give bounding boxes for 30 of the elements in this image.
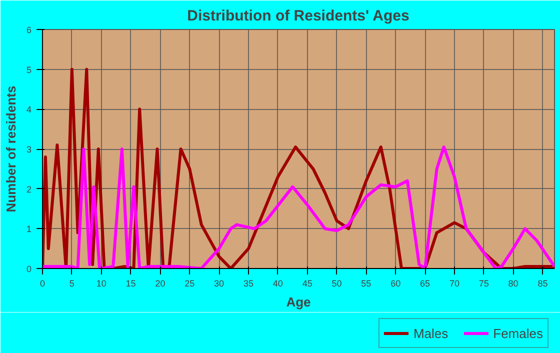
y-tick-label: 6 [26, 25, 32, 35]
x-tick-label: 45 [302, 278, 312, 288]
x-tick-label: 0 [40, 278, 46, 288]
legend-label: Females [493, 326, 543, 340]
x-tick-label: 55 [361, 278, 372, 288]
x-tick-label: 65 [420, 278, 430, 288]
y-tick-label: 4 [26, 104, 32, 115]
x-tick-label: 25 [184, 278, 195, 288]
x-axis-title: Age [286, 294, 311, 310]
y-tick-label: 2 [26, 184, 32, 194]
x-tick-label: 5 [69, 278, 74, 288]
y-axis-title: Number of residents [3, 86, 18, 212]
x-tick-label: 20 [155, 278, 166, 288]
y-tick-label: 3 [26, 144, 32, 154]
y-tick-label: 0 [26, 264, 32, 274]
x-tick-label: 10 [96, 278, 106, 288]
x-tick-label: 60 [390, 278, 401, 288]
x-tick-label: 40 [272, 278, 283, 288]
x-tick-label: 35 [243, 278, 254, 288]
x-tick-label: 70 [449, 278, 460, 288]
x-tick-label: 50 [332, 278, 342, 288]
x-tick-label: 15 [126, 278, 136, 288]
legend-label: Males [413, 326, 448, 340]
y-tick-label: 1 [26, 224, 32, 234]
x-tick-label: 30 [214, 278, 224, 288]
x-tick-label: 75 [478, 278, 489, 288]
chart-title: Distribution of Residents' Ages [187, 8, 410, 24]
x-tick-label: 85 [538, 278, 548, 288]
x-tick-label: 80 [508, 278, 518, 288]
y-tick-label: 5 [26, 64, 32, 75]
